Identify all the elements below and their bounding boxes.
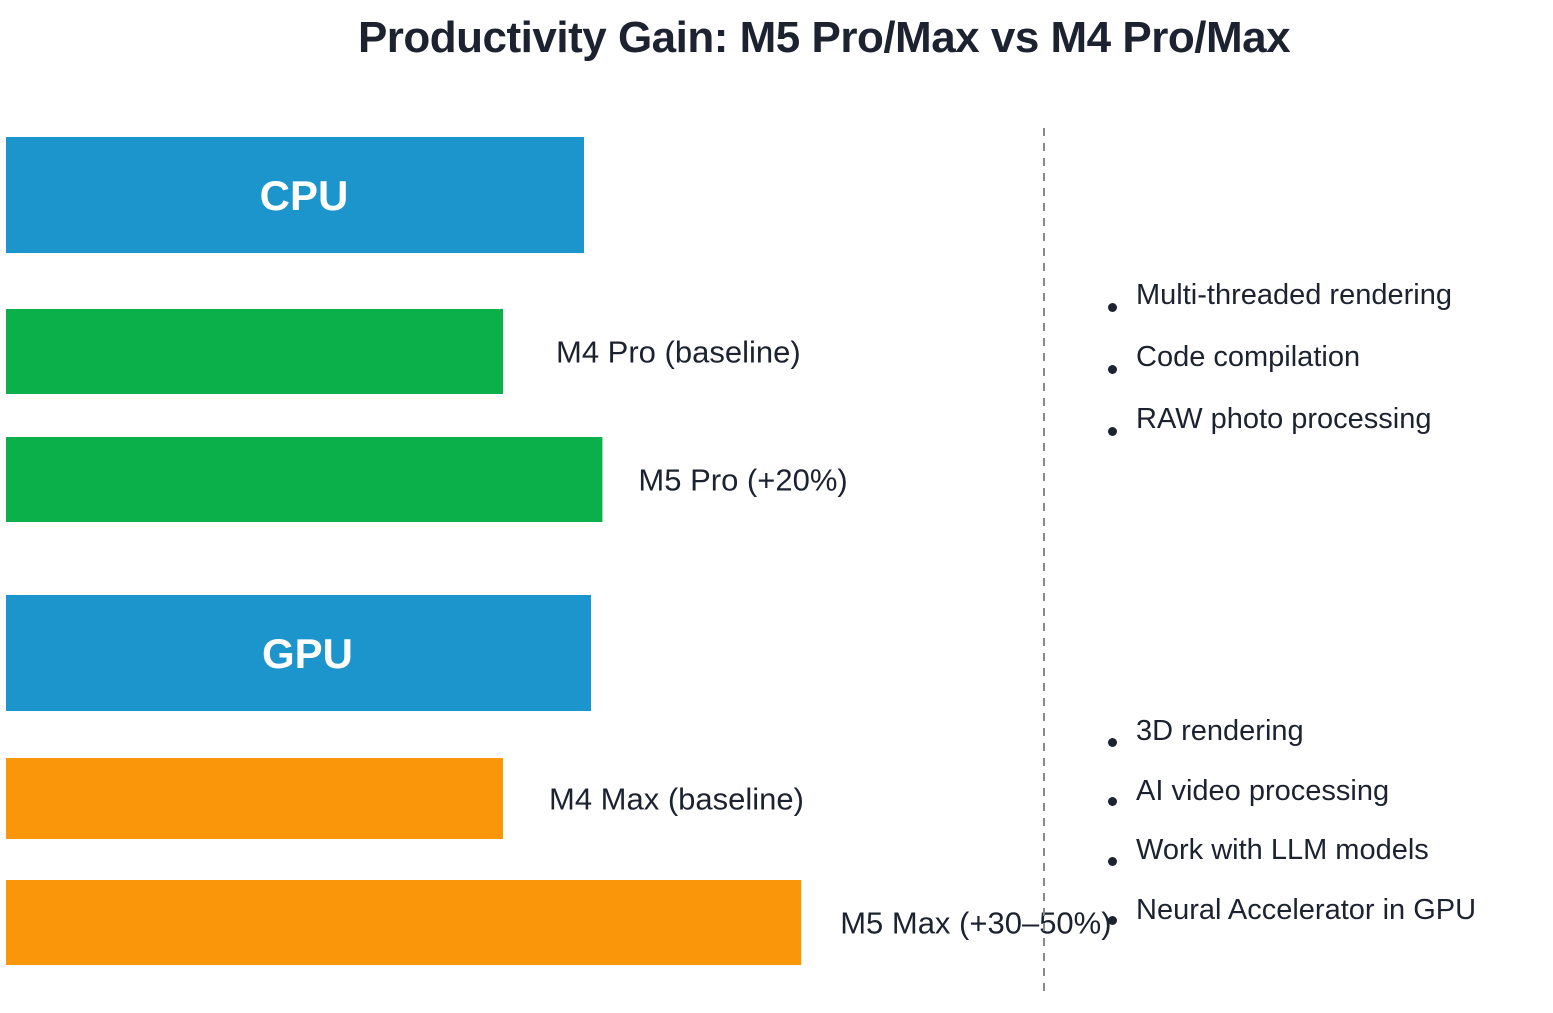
gpu-bar xyxy=(6,880,802,965)
gpu-bar xyxy=(6,758,503,839)
cpu-bar-label: M5 Pro (+20%) xyxy=(638,463,847,498)
cpu-workload-item: Code compilation xyxy=(1106,338,1452,400)
cpu-category-header xyxy=(6,137,584,253)
gpu-bar-label: M5 Max (+30–50%) xyxy=(840,906,1111,941)
gpu-category-header xyxy=(6,595,591,711)
cpu-workload-item: Multi-threaded rendering xyxy=(1106,276,1452,338)
cpu-bar xyxy=(6,309,503,394)
cpu-bar xyxy=(6,437,603,522)
gpu-workload-item: AI video processing xyxy=(1106,772,1476,832)
gpu-bar-label: M4 Max (baseline) xyxy=(549,782,804,817)
chart-title: Productivity Gain: M5 Pro/Max vs M4 Pro/… xyxy=(357,13,1291,62)
gpu-workload-item: Neural Accelerator in GPU xyxy=(1106,891,1476,951)
gpu-workload-item: Work with LLM models xyxy=(1106,831,1476,891)
cpu-category-label: CPU xyxy=(260,172,349,219)
cpu-workload-item: RAW photo processing xyxy=(1106,400,1452,462)
cpu-bar-label: M4 Pro (baseline) xyxy=(556,335,801,370)
cpu-workloads-list: Multi-threaded rendering Code compilatio… xyxy=(1106,276,1452,462)
gpu-workload-item: 3D rendering xyxy=(1106,712,1476,772)
gpu-category-label: GPU xyxy=(262,630,353,677)
gpu-workloads-list: 3D rendering AI video processing Work wi… xyxy=(1106,712,1476,950)
